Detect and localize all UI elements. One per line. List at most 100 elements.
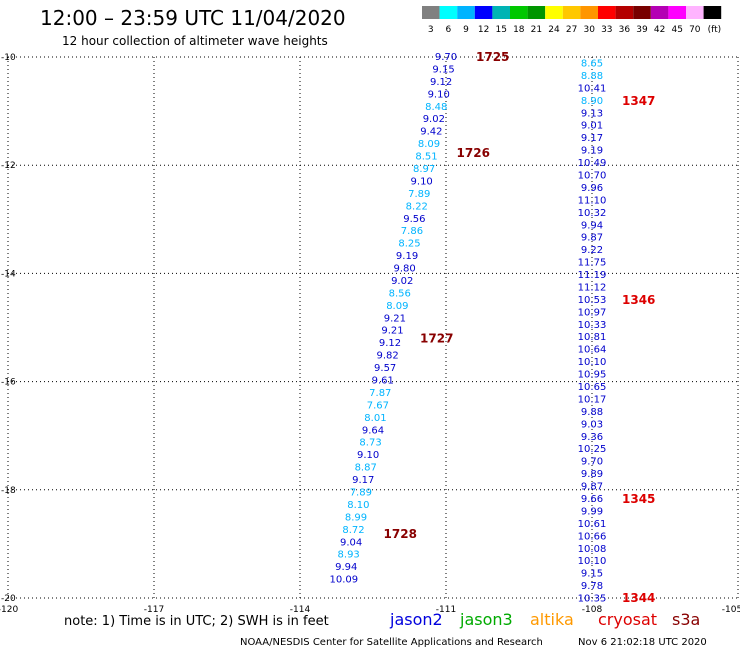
data-marks: 9.709.159.129.108.489.029.428.098.518.97… (329, 50, 655, 605)
swh-value-cryosat: 9.15 (581, 569, 603, 580)
swh-value-cryosat: 10.10 (578, 556, 607, 567)
swh-value-cryosat: 8.88 (581, 71, 603, 82)
scale-swatch (492, 6, 510, 19)
scale-swatch (580, 6, 598, 19)
swh-value-cryosat: 9.01 (581, 121, 603, 132)
scale-label: (ft) (708, 25, 722, 35)
swh-value-cryosat: 10.95 (578, 370, 607, 381)
y-tick-label: -10 (1, 53, 16, 63)
swh-value-cryosat: 11.19 (578, 270, 607, 281)
scale-swatch (598, 6, 616, 19)
x-tick-label: -111 (436, 605, 456, 615)
scale-swatch (474, 6, 493, 19)
swh-value-cryosat: 10.64 (578, 345, 607, 356)
satellite-legend-s3a: s3a (672, 610, 700, 629)
swh-value-s3a: 9.02 (391, 276, 413, 287)
time-label-s3a: 1725 (476, 50, 509, 64)
swh-value-cryosat: 9.89 (581, 469, 603, 480)
y-tick-label: -18 (1, 486, 16, 496)
satellite-legend-jason3: jason3 (459, 610, 513, 629)
time-label-s3a: 1726 (457, 146, 490, 160)
satellite-legend-altika: altika (530, 610, 574, 629)
swh-value-s3a: 9.19 (396, 251, 418, 262)
time-label-cryosat: 1344 (622, 591, 655, 605)
scale-swatch (562, 6, 581, 19)
time-label-cryosat: 1347 (622, 94, 655, 108)
scale-swatch (633, 6, 651, 19)
swh-value-s3a: 7.67 (367, 400, 389, 411)
x-tick-label: -108 (582, 605, 603, 615)
page-title: 12:00 – 23:59 UTC 11/04/2020 (40, 6, 346, 30)
satellite-legend-cryosat: cryosat (598, 610, 657, 629)
chart-grid (7, 56, 739, 599)
scale-swatch (510, 6, 528, 19)
x-tick-label: -114 (290, 605, 311, 615)
swh-value-s3a: 9.61 (372, 376, 394, 387)
scale-label: 27 (566, 25, 577, 35)
scale-label: 70 (689, 25, 701, 35)
swh-value-s3a: 9.10 (428, 89, 450, 100)
swh-value-s3a: 9.10 (357, 450, 379, 461)
axis-tick-labels: -120 -117 -114 -111 -108 -105 -10 -12 -14 -16 -18 -… (0, 53, 740, 615)
scale-label: 30 (583, 25, 595, 35)
swh-value-cryosat: 9.66 (581, 494, 603, 505)
swh-value-cryosat: 10.10 (578, 357, 607, 368)
y-tick-label: -12 (1, 161, 16, 171)
swh-value-cryosat: 10.53 (578, 295, 607, 306)
swh-value-cryosat: 10.61 (578, 519, 607, 530)
swh-value-s3a: 9.12 (379, 338, 401, 349)
scale-swatch (457, 6, 475, 19)
swh-value-cryosat: 9.70 (581, 457, 603, 468)
swh-value-cryosat: 9.96 (581, 183, 603, 194)
y-tick-label: -14 (1, 269, 16, 279)
time-label-cryosat: 1345 (622, 492, 655, 506)
scale-swatch (422, 6, 440, 19)
y-tick-label: -20 (1, 594, 16, 604)
scale-label: 9 (463, 25, 469, 35)
scale-swatch (615, 6, 634, 19)
scale-label: 36 (619, 25, 631, 35)
scale-label: 42 (654, 25, 665, 35)
swh-value-s3a: 9.80 (394, 264, 416, 275)
scale-swatch (650, 6, 669, 19)
y-tick-label: -16 (1, 378, 16, 388)
swh-value-cryosat: 10.33 (578, 320, 607, 331)
scale-label: 24 (548, 25, 560, 35)
scale-label: 21 (531, 25, 542, 35)
swh-value-s3a: 8.97 (413, 164, 435, 175)
swh-value-s3a: 8.56 (389, 288, 411, 299)
swh-value-cryosat: 10.17 (578, 394, 607, 405)
swh-value-s3a: 8.09 (418, 139, 440, 150)
scale-swatch (668, 6, 686, 19)
swh-value-cryosat: 9.94 (581, 220, 603, 231)
swh-value-s3a: 9.15 (432, 64, 454, 75)
swh-value-s3a: 9.42 (420, 127, 442, 138)
scale-label: 3 (428, 25, 434, 35)
swh-value-s3a: 8.72 (342, 525, 364, 536)
note-text: note: 1) Time is in UTC; 2) SWH is in fe… (64, 614, 329, 629)
swh-value-s3a: 7.86 (401, 226, 423, 237)
swh-value-s3a: 9.70 (435, 52, 457, 63)
swh-value-s3a: 9.04 (340, 537, 362, 548)
swh-value-cryosat: 9.22 (581, 245, 603, 256)
credit-text: NOAA/NESDIS Center for Satellite Applica… (240, 637, 543, 648)
time-label-cryosat: 1346 (622, 293, 655, 307)
time-label-s3a: 1728 (384, 527, 417, 541)
swh-value-cryosat: 10.25 (578, 444, 607, 455)
swh-value-s3a: 9.17 (352, 475, 374, 486)
timestamp-text: Nov 6 21:02:18 UTC 2020 (578, 637, 707, 648)
swh-value-s3a: 8.10 (347, 500, 369, 511)
swh-value-s3a: 9.21 (381, 326, 403, 337)
wave-height-color-scale: 3 6 9 12 15 18 21 24 27 30 33 36 39 42 45 70 (ft) (422, 6, 722, 35)
scale-swatch (686, 6, 704, 19)
swh-value-cryosat: 10.70 (578, 170, 607, 181)
swh-value-s3a: 8.09 (386, 301, 408, 312)
scale-label: 18 (513, 25, 525, 35)
scale-swatch (703, 6, 722, 19)
swh-value-s3a: 9.82 (376, 351, 398, 362)
swh-value-cryosat: 10.65 (578, 382, 607, 393)
swh-value-cryosat: 10.08 (578, 544, 607, 555)
scale-swatch (545, 6, 563, 19)
swh-value-s3a: 8.87 (355, 463, 377, 474)
